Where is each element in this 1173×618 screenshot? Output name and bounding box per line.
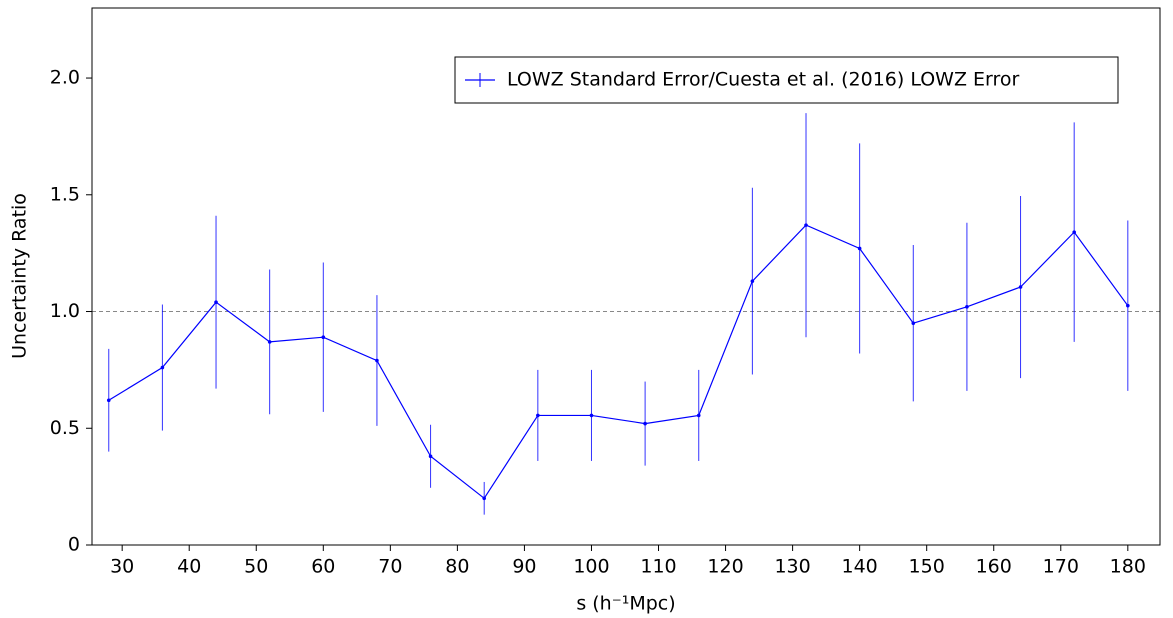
x-tick-label: 160 bbox=[976, 556, 1012, 578]
data-point bbox=[375, 358, 379, 363]
data-point bbox=[696, 413, 701, 418]
data-point bbox=[321, 335, 326, 340]
x-tick-label: 180 bbox=[1110, 556, 1146, 578]
data-point bbox=[750, 279, 755, 283]
x-tick-label: 80 bbox=[445, 556, 469, 578]
x-tick-label: 140 bbox=[842, 556, 878, 578]
data-line bbox=[108, 224, 1129, 500]
x-tick-label: 120 bbox=[707, 556, 743, 578]
y-tick-label: 0.5 bbox=[50, 417, 80, 439]
x-tick-label: 150 bbox=[909, 556, 945, 578]
data-point bbox=[160, 365, 165, 370]
data-point bbox=[643, 421, 647, 426]
data-point bbox=[911, 321, 916, 325]
data-point bbox=[536, 413, 540, 418]
x-tick-label: 60 bbox=[311, 556, 335, 578]
x-tick-label: 30 bbox=[110, 556, 134, 578]
x-tick-label: 110 bbox=[640, 556, 676, 578]
data-point bbox=[1126, 303, 1130, 308]
plot-frame bbox=[91, 7, 1161, 546]
x-tick-label: 90 bbox=[512, 556, 536, 578]
x-tick-label: 70 bbox=[378, 556, 402, 578]
x-tick-label: 100 bbox=[573, 556, 609, 578]
x-tick-label: 40 bbox=[177, 556, 201, 578]
data-point bbox=[482, 496, 487, 501]
data-point bbox=[589, 413, 594, 418]
x-tick-label: 170 bbox=[1043, 556, 1079, 578]
legend-box bbox=[454, 56, 1119, 104]
data-point bbox=[965, 305, 969, 309]
data-point bbox=[214, 300, 218, 304]
data-point bbox=[804, 223, 808, 227]
y-axis-label: Uncertainty Ratio bbox=[9, 193, 31, 359]
data-point bbox=[1018, 285, 1023, 289]
x-tick-label: 50 bbox=[244, 556, 268, 578]
data-point bbox=[1072, 230, 1076, 234]
y-tick-label: 1.0 bbox=[50, 300, 80, 322]
data-point bbox=[857, 246, 862, 251]
y-tick-label: 2.0 bbox=[50, 67, 80, 89]
data-point bbox=[267, 340, 272, 344]
x-tick-label: 130 bbox=[774, 556, 810, 578]
legend-label: LOWZ Standard Error/Cuesta et al. (2016)… bbox=[507, 69, 1020, 91]
y-tick-label: 0 bbox=[68, 534, 80, 556]
data-point bbox=[106, 398, 111, 403]
data-point bbox=[428, 454, 433, 459]
y-tick-label: 1.5 bbox=[50, 183, 80, 205]
x-axis-label: s (h⁻¹Mpc) bbox=[576, 593, 675, 615]
